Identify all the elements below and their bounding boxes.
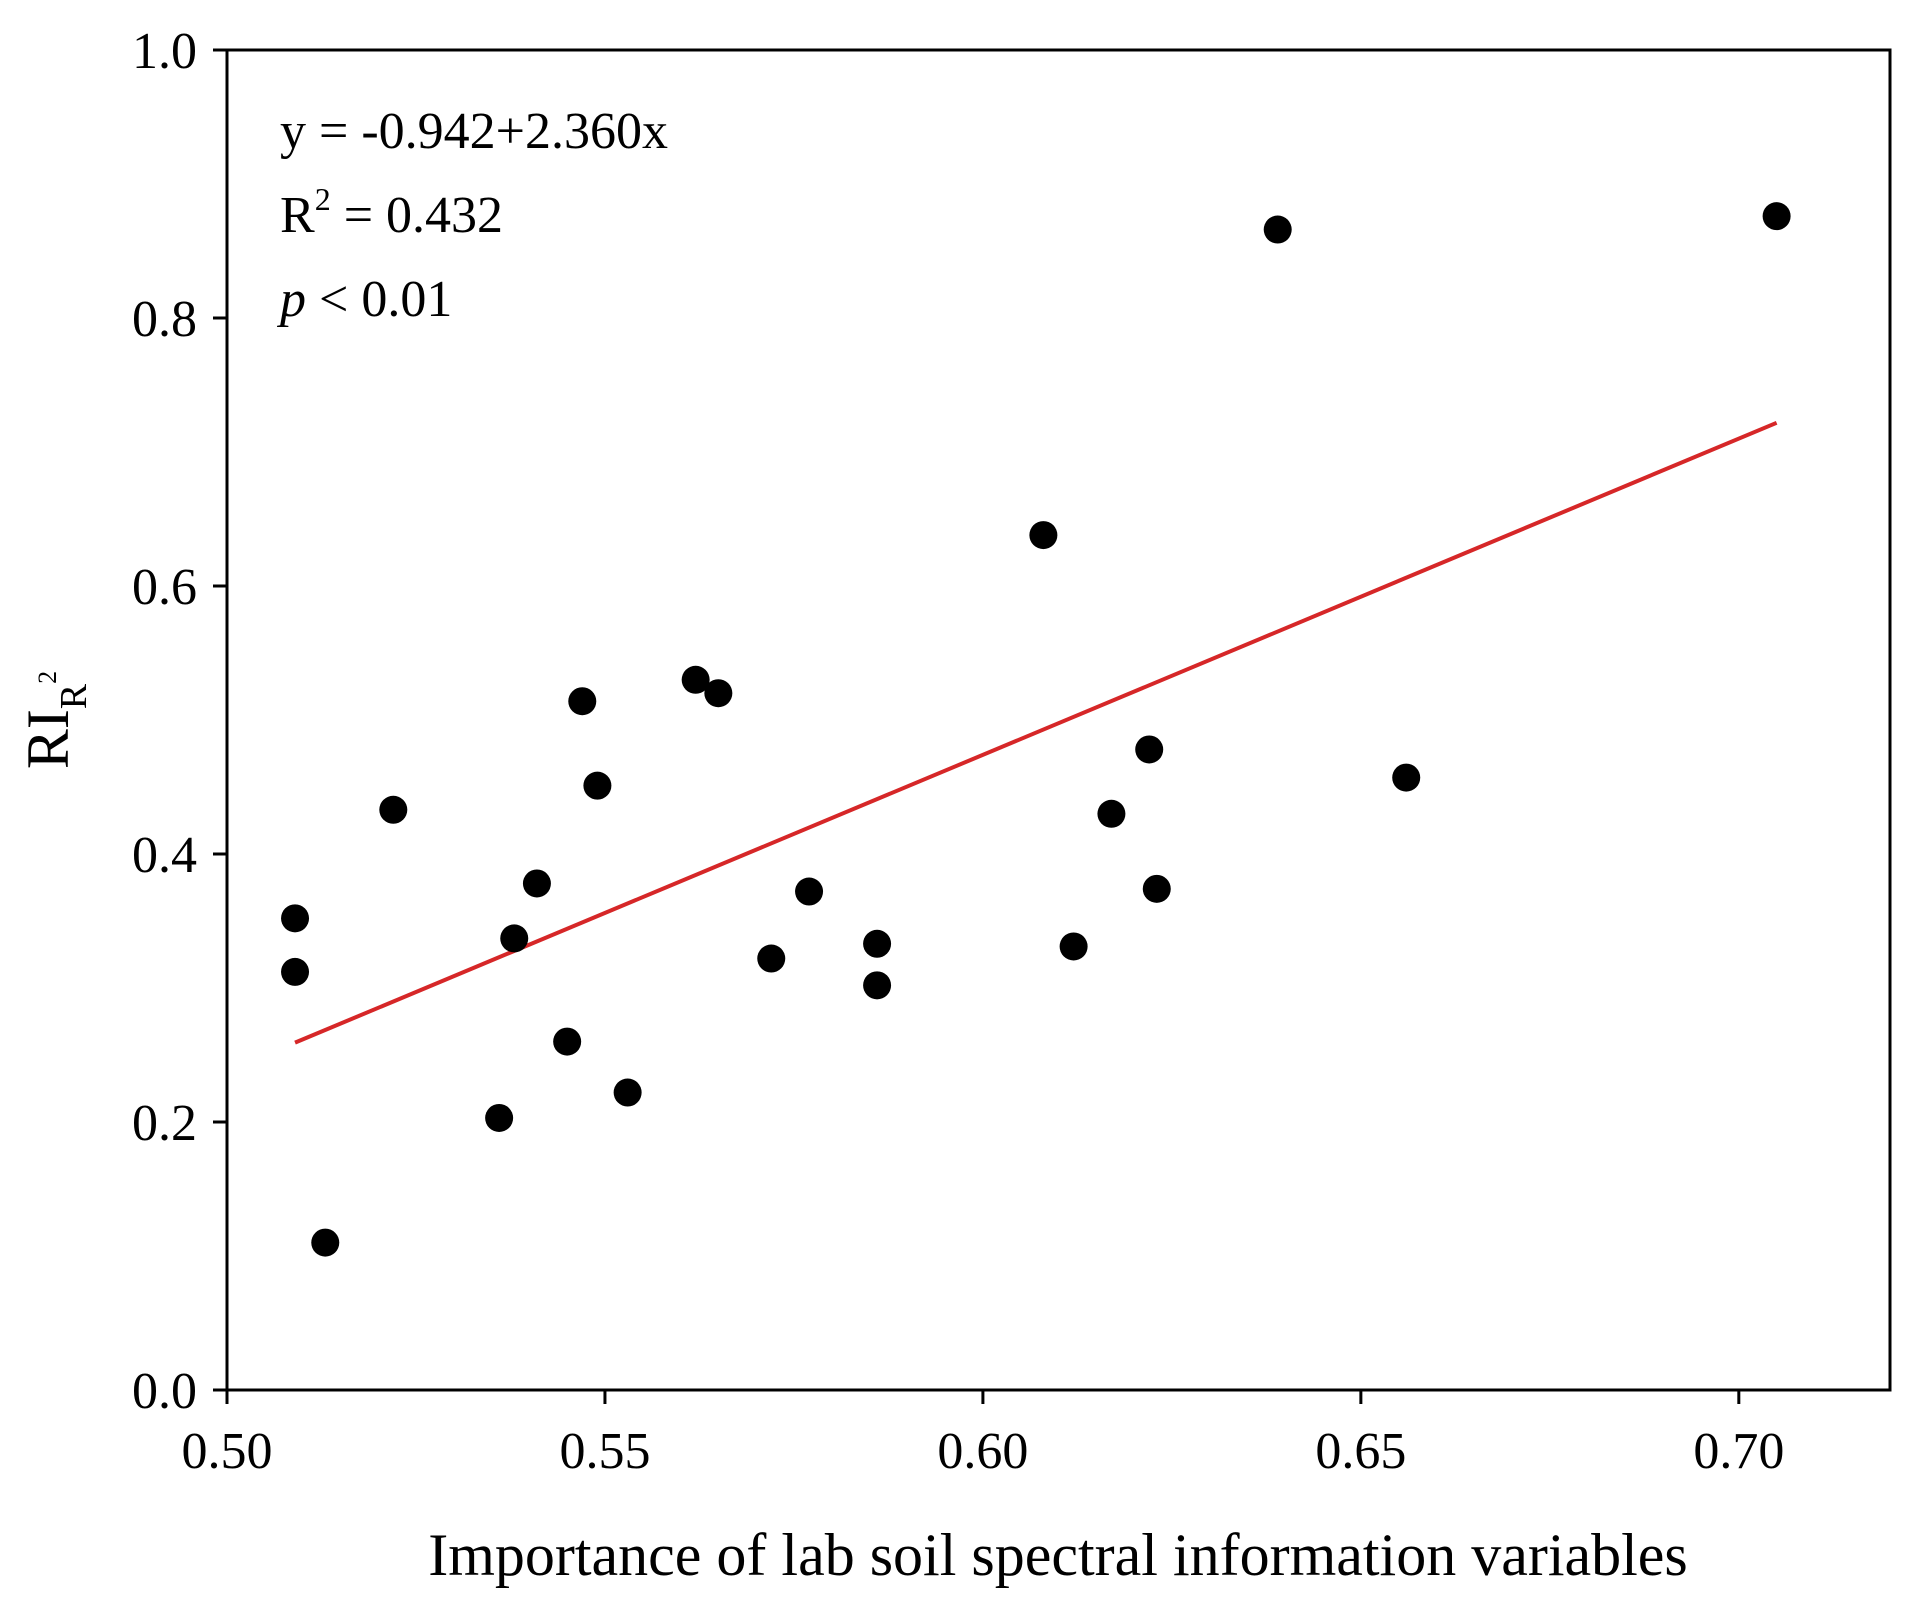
data-point [1392,763,1421,792]
data-point [1762,202,1791,231]
x-tick-label: 0.70 [1693,1423,1784,1480]
data-point [500,924,529,953]
p-value: < 0.01 [306,271,452,328]
data-point [281,957,310,986]
data-point [1142,874,1171,903]
data-point [1059,932,1088,961]
data-point [553,1027,582,1056]
x-tick-label: 0.50 [182,1423,273,1480]
x-tick-label: 0.65 [1315,1423,1406,1480]
x-tick-label: 0.60 [937,1423,1028,1480]
y-tick-label: 0.6 [132,559,197,616]
data-point [1263,215,1292,244]
y-tick-label: 1.0 [132,23,197,80]
y-axis-title: RIR2 [15,671,95,769]
data-point [485,1103,514,1132]
regression-equation: y = -0.942+2.360x [280,103,668,160]
r-squared-letter: R [280,187,315,244]
y-axis-title-main: RI [15,709,81,769]
r-squared-superscript: 2 [315,181,331,217]
plot-frame [225,48,1892,1392]
data-points [281,202,1791,1257]
data-point [757,944,786,973]
data-point [583,771,612,800]
data-point [568,687,597,716]
data-point [1097,799,1126,828]
data-point [311,1228,340,1257]
data-point [704,679,733,708]
x-axis-title: Importance of lab soil spectral informat… [428,1522,1688,1588]
p-value-annotation: p < 0.01 [276,271,452,328]
data-point [1135,735,1164,764]
r-squared-value: = 0.432 [331,187,503,244]
data-point [281,904,310,933]
x-axis-ticks: 0.50 0.55 0.60 0.65 0.70 [182,1390,1784,1480]
x-tick-label: 0.55 [559,1423,650,1480]
y-axis-ticks: 0.0 0.2 0.4 0.6 0.8 1.0 [132,23,227,1420]
svg-text:RIR2: RIR2 [15,671,95,769]
data-point [379,795,408,824]
data-point [795,877,824,906]
y-tick-label: 0.8 [132,291,197,348]
data-point [863,929,892,958]
y-axis-title-sub: R [53,683,95,709]
r-squared-annotation: R2 = 0.432 [280,181,503,244]
y-tick-label: 0.4 [132,827,197,884]
data-point [681,665,710,694]
data-point [613,1078,642,1107]
data-point [863,971,892,1000]
regression-line [294,420,1778,1045]
p-symbol: p [276,271,306,328]
y-tick-label: 0.0 [132,1363,197,1420]
y-tick-label: 0.2 [132,1095,197,1152]
y-axis-title-sup: 2 [33,671,62,684]
data-point [522,869,551,898]
data-point [1029,521,1058,550]
